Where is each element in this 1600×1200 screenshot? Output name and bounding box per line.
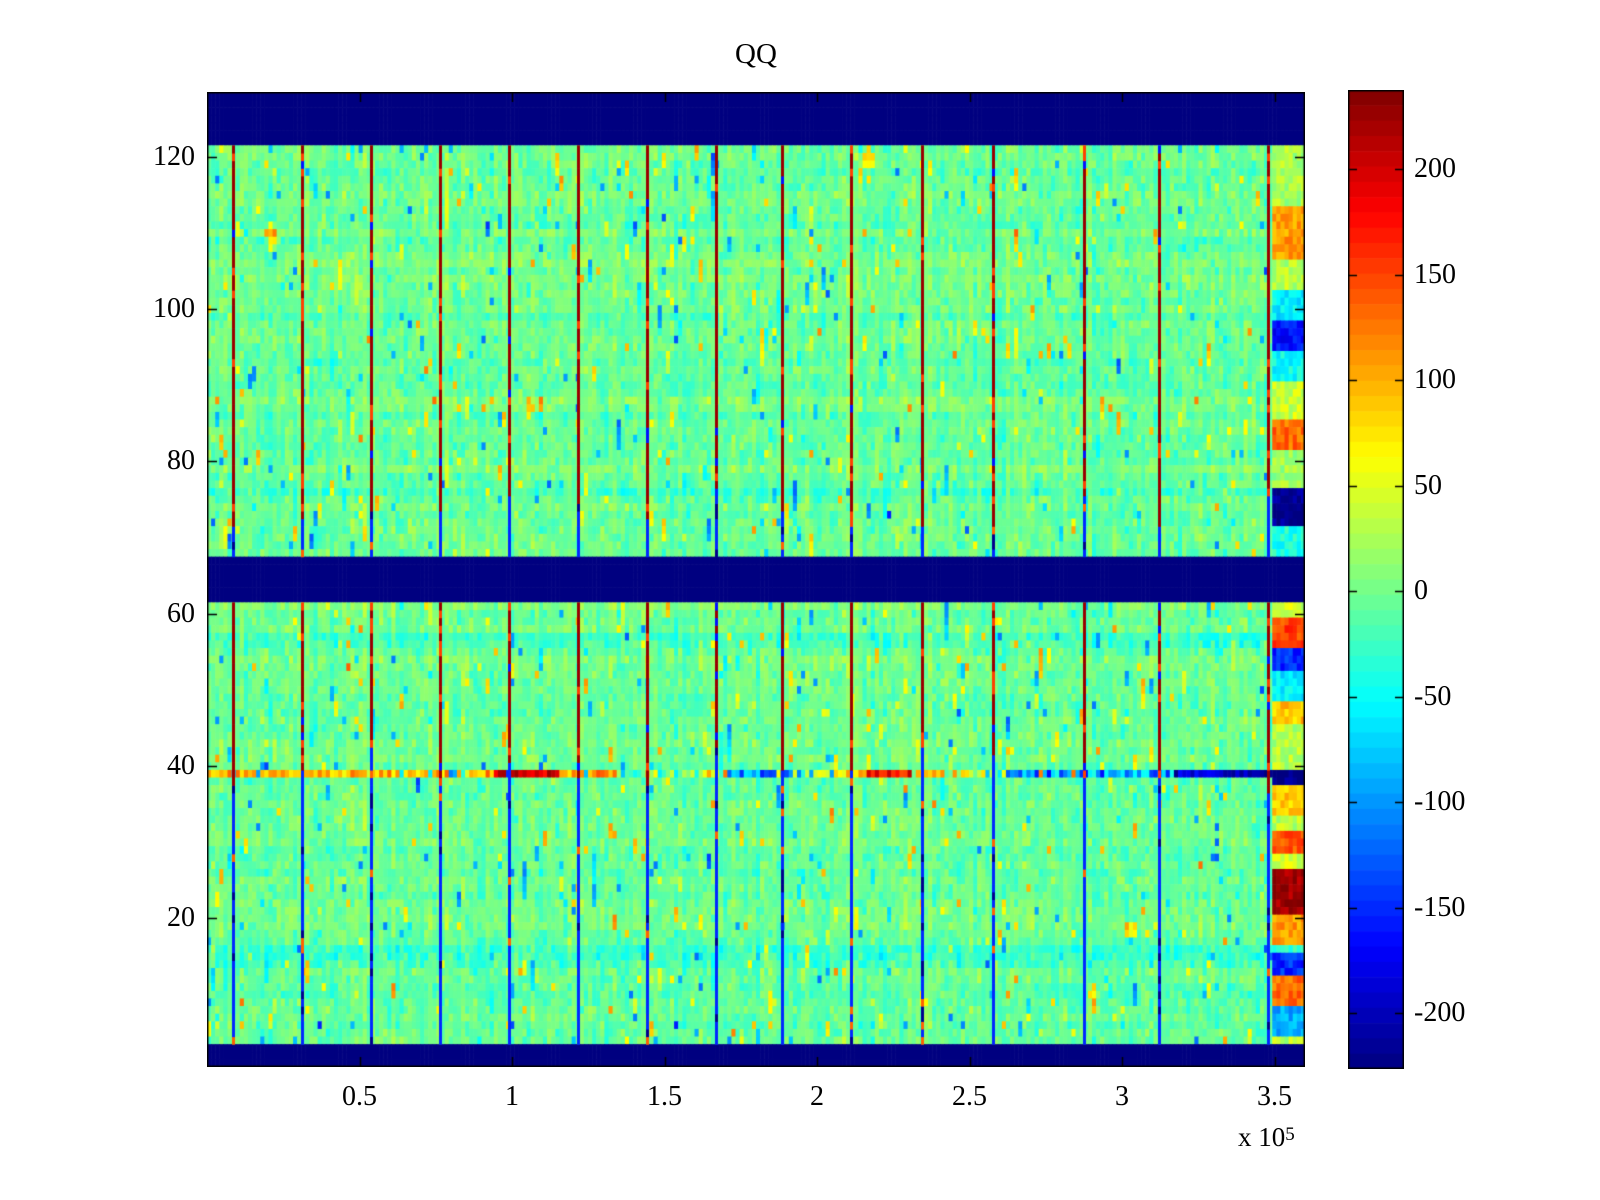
y-tick-label: 20 [167, 902, 195, 934]
x-axis-exponent-label: x 105 [1238, 1122, 1295, 1153]
colorbar-tick-label: 0 [1414, 575, 1428, 607]
x-axis-exponent-power: 5 [1285, 1124, 1295, 1145]
colorbar-canvas [1348, 90, 1404, 1069]
y-tick-label: 40 [167, 750, 195, 782]
y-tick-label: 60 [167, 597, 195, 629]
colorbar-tick-label: 100 [1414, 364, 1456, 396]
colorbar-tick-label: -200 [1414, 997, 1466, 1029]
x-tick-label: 2.5 [952, 1081, 987, 1112]
x-tick-label: 0.5 [342, 1081, 377, 1112]
y-tick-label: 80 [167, 445, 195, 477]
colorbar-tick-label: 50 [1414, 469, 1442, 501]
x-tick-label: 3 [1115, 1081, 1129, 1112]
x-tick-label: 2 [810, 1081, 824, 1112]
colorbar-tick-label: -150 [1414, 891, 1466, 923]
x-tick-label: 1.5 [647, 1081, 682, 1112]
colorbar-tick-label: -50 [1414, 680, 1452, 712]
x-axis-exponent-prefix: x 10 [1238, 1122, 1286, 1152]
colorbar-tick-label: 150 [1414, 258, 1456, 290]
colorbar-tick-label: -100 [1414, 786, 1466, 818]
heatmap-canvas [207, 92, 1305, 1067]
chart-title: QQ [735, 38, 777, 70]
colorbar-tick-label: 200 [1414, 153, 1456, 185]
y-tick-label: 120 [153, 140, 195, 172]
x-tick-label: 1 [505, 1081, 519, 1112]
y-tick-label: 100 [153, 293, 195, 325]
x-tick-label: 3.5 [1257, 1081, 1292, 1112]
